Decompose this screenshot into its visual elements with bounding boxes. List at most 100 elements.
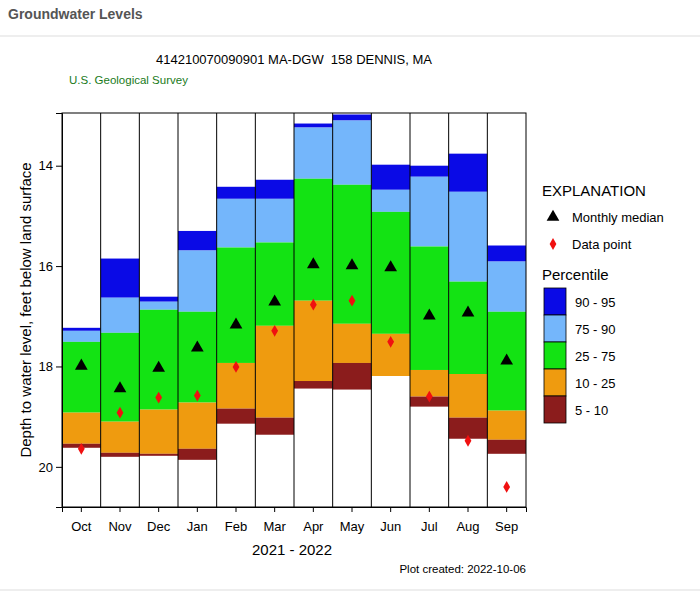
y-tick-label: 18 — [39, 359, 53, 374]
median-marker — [230, 317, 243, 328]
column-separator — [178, 113, 179, 507]
legend-label: Data point — [572, 237, 632, 252]
column-separator — [294, 113, 295, 507]
x-tick: Aug — [456, 507, 479, 534]
column-separators — [101, 113, 488, 507]
x-tick-label: Aug — [456, 519, 479, 534]
x-tick-mark — [352, 507, 353, 512]
y-tick-mark — [56, 366, 62, 367]
median-marker — [346, 258, 359, 269]
x-tick: Apr — [303, 507, 324, 534]
percentile-band — [255, 326, 294, 418]
x-tick: Oct — [71, 507, 92, 534]
x-tick-mark — [236, 507, 237, 512]
percentile-band — [487, 312, 526, 411]
y-tick: 18 — [39, 359, 62, 374]
legend-swatch — [544, 288, 566, 315]
y-tick-mark — [56, 166, 62, 167]
marker-series — [78, 295, 510, 493]
x-tick-label: Sep — [495, 519, 518, 534]
column-separator — [255, 113, 256, 507]
percentile-band — [333, 363, 372, 390]
legend-marker — [550, 238, 557, 250]
y-tick-mark — [56, 266, 62, 267]
legend-label: 10 - 25 — [575, 376, 615, 391]
percentile-band — [255, 418, 294, 435]
percentile-band — [333, 121, 372, 185]
percentile-band — [333, 185, 372, 324]
column-separator — [487, 113, 488, 507]
legend-group-title: Percentile — [542, 266, 609, 283]
x-tick-label: Nov — [108, 519, 132, 534]
percentile-band — [62, 342, 101, 413]
percentile-band — [294, 128, 333, 179]
x-tick-mark — [506, 507, 507, 512]
y-tick-label: 20 — [39, 460, 53, 475]
percentile-band — [371, 334, 410, 376]
legend: EXPLANATION Monthly median Data point Perce… — [542, 182, 664, 423]
percentile-band — [62, 328, 101, 331]
y-tick-label: 16 — [39, 259, 53, 274]
percentile-band — [449, 192, 488, 282]
percentile-band — [371, 376, 410, 377]
data-point-marker — [349, 295, 356, 307]
y-tick: 16 — [39, 259, 62, 274]
title: 414210070090901 MA-DGW 158 DENNIS, MA — [156, 52, 432, 67]
median-marker — [307, 257, 320, 268]
legend-marker — [547, 210, 560, 221]
percentile-band — [178, 449, 217, 460]
percentile-band — [139, 302, 178, 310]
legend-label: 90 - 95 — [575, 295, 615, 310]
x-tick-mark — [274, 507, 275, 512]
legend-label: Monthly median — [572, 210, 664, 225]
legend-title: EXPLANATION — [542, 182, 646, 199]
legend-label: 5 - 10 — [575, 403, 608, 418]
x-tick-label: Oct — [71, 519, 92, 534]
median-marker — [384, 260, 397, 271]
percentile-band — [62, 413, 101, 444]
x-tick-mark — [429, 507, 430, 512]
x-tick: Jul — [421, 507, 438, 534]
percentile-band — [101, 259, 140, 298]
column-separator — [100, 113, 101, 507]
x-tick-label: Feb — [225, 519, 247, 534]
data-point-marker — [271, 325, 278, 337]
percentile-band — [255, 199, 294, 243]
percentile-band — [101, 333, 140, 422]
x-tick-label: May — [340, 519, 365, 534]
header-rule — [0, 36, 700, 37]
y-tick-mark — [56, 467, 62, 468]
x-tick-label: Apr — [303, 519, 324, 534]
percentile-band — [410, 247, 449, 370]
column-separator — [216, 113, 217, 507]
y-axis: 14161820 — [39, 114, 63, 508]
percentile-band — [449, 374, 488, 418]
percentile-band — [217, 187, 256, 199]
x-tick-mark — [313, 507, 314, 512]
median-marker — [423, 308, 436, 319]
median-marker — [75, 359, 88, 370]
median-marker — [268, 294, 281, 305]
percentile-band — [217, 409, 256, 424]
x-tick: May — [340, 507, 365, 534]
column-separator — [448, 113, 449, 507]
percentile-band — [139, 454, 178, 456]
legend-swatch — [544, 396, 566, 423]
x-tick: Sep — [495, 507, 518, 534]
column-separator — [410, 113, 411, 507]
percentile-band — [410, 177, 449, 247]
percentile-band — [139, 297, 178, 302]
percentile-band — [139, 410, 178, 454]
data-point-marker — [426, 391, 433, 403]
plot-background — [62, 113, 526, 507]
percentile-band — [101, 453, 140, 457]
x-tick-label: Jan — [187, 519, 208, 534]
header: Groundwater Levels — [8, 6, 143, 22]
percentile-band — [333, 115, 372, 121]
percentile-band — [333, 324, 372, 363]
percentile-band — [410, 166, 449, 177]
plot-frame — [62, 113, 526, 507]
percentile-band — [217, 248, 256, 363]
x-axis-line — [63, 508, 527, 513]
percentile-band — [371, 212, 410, 334]
